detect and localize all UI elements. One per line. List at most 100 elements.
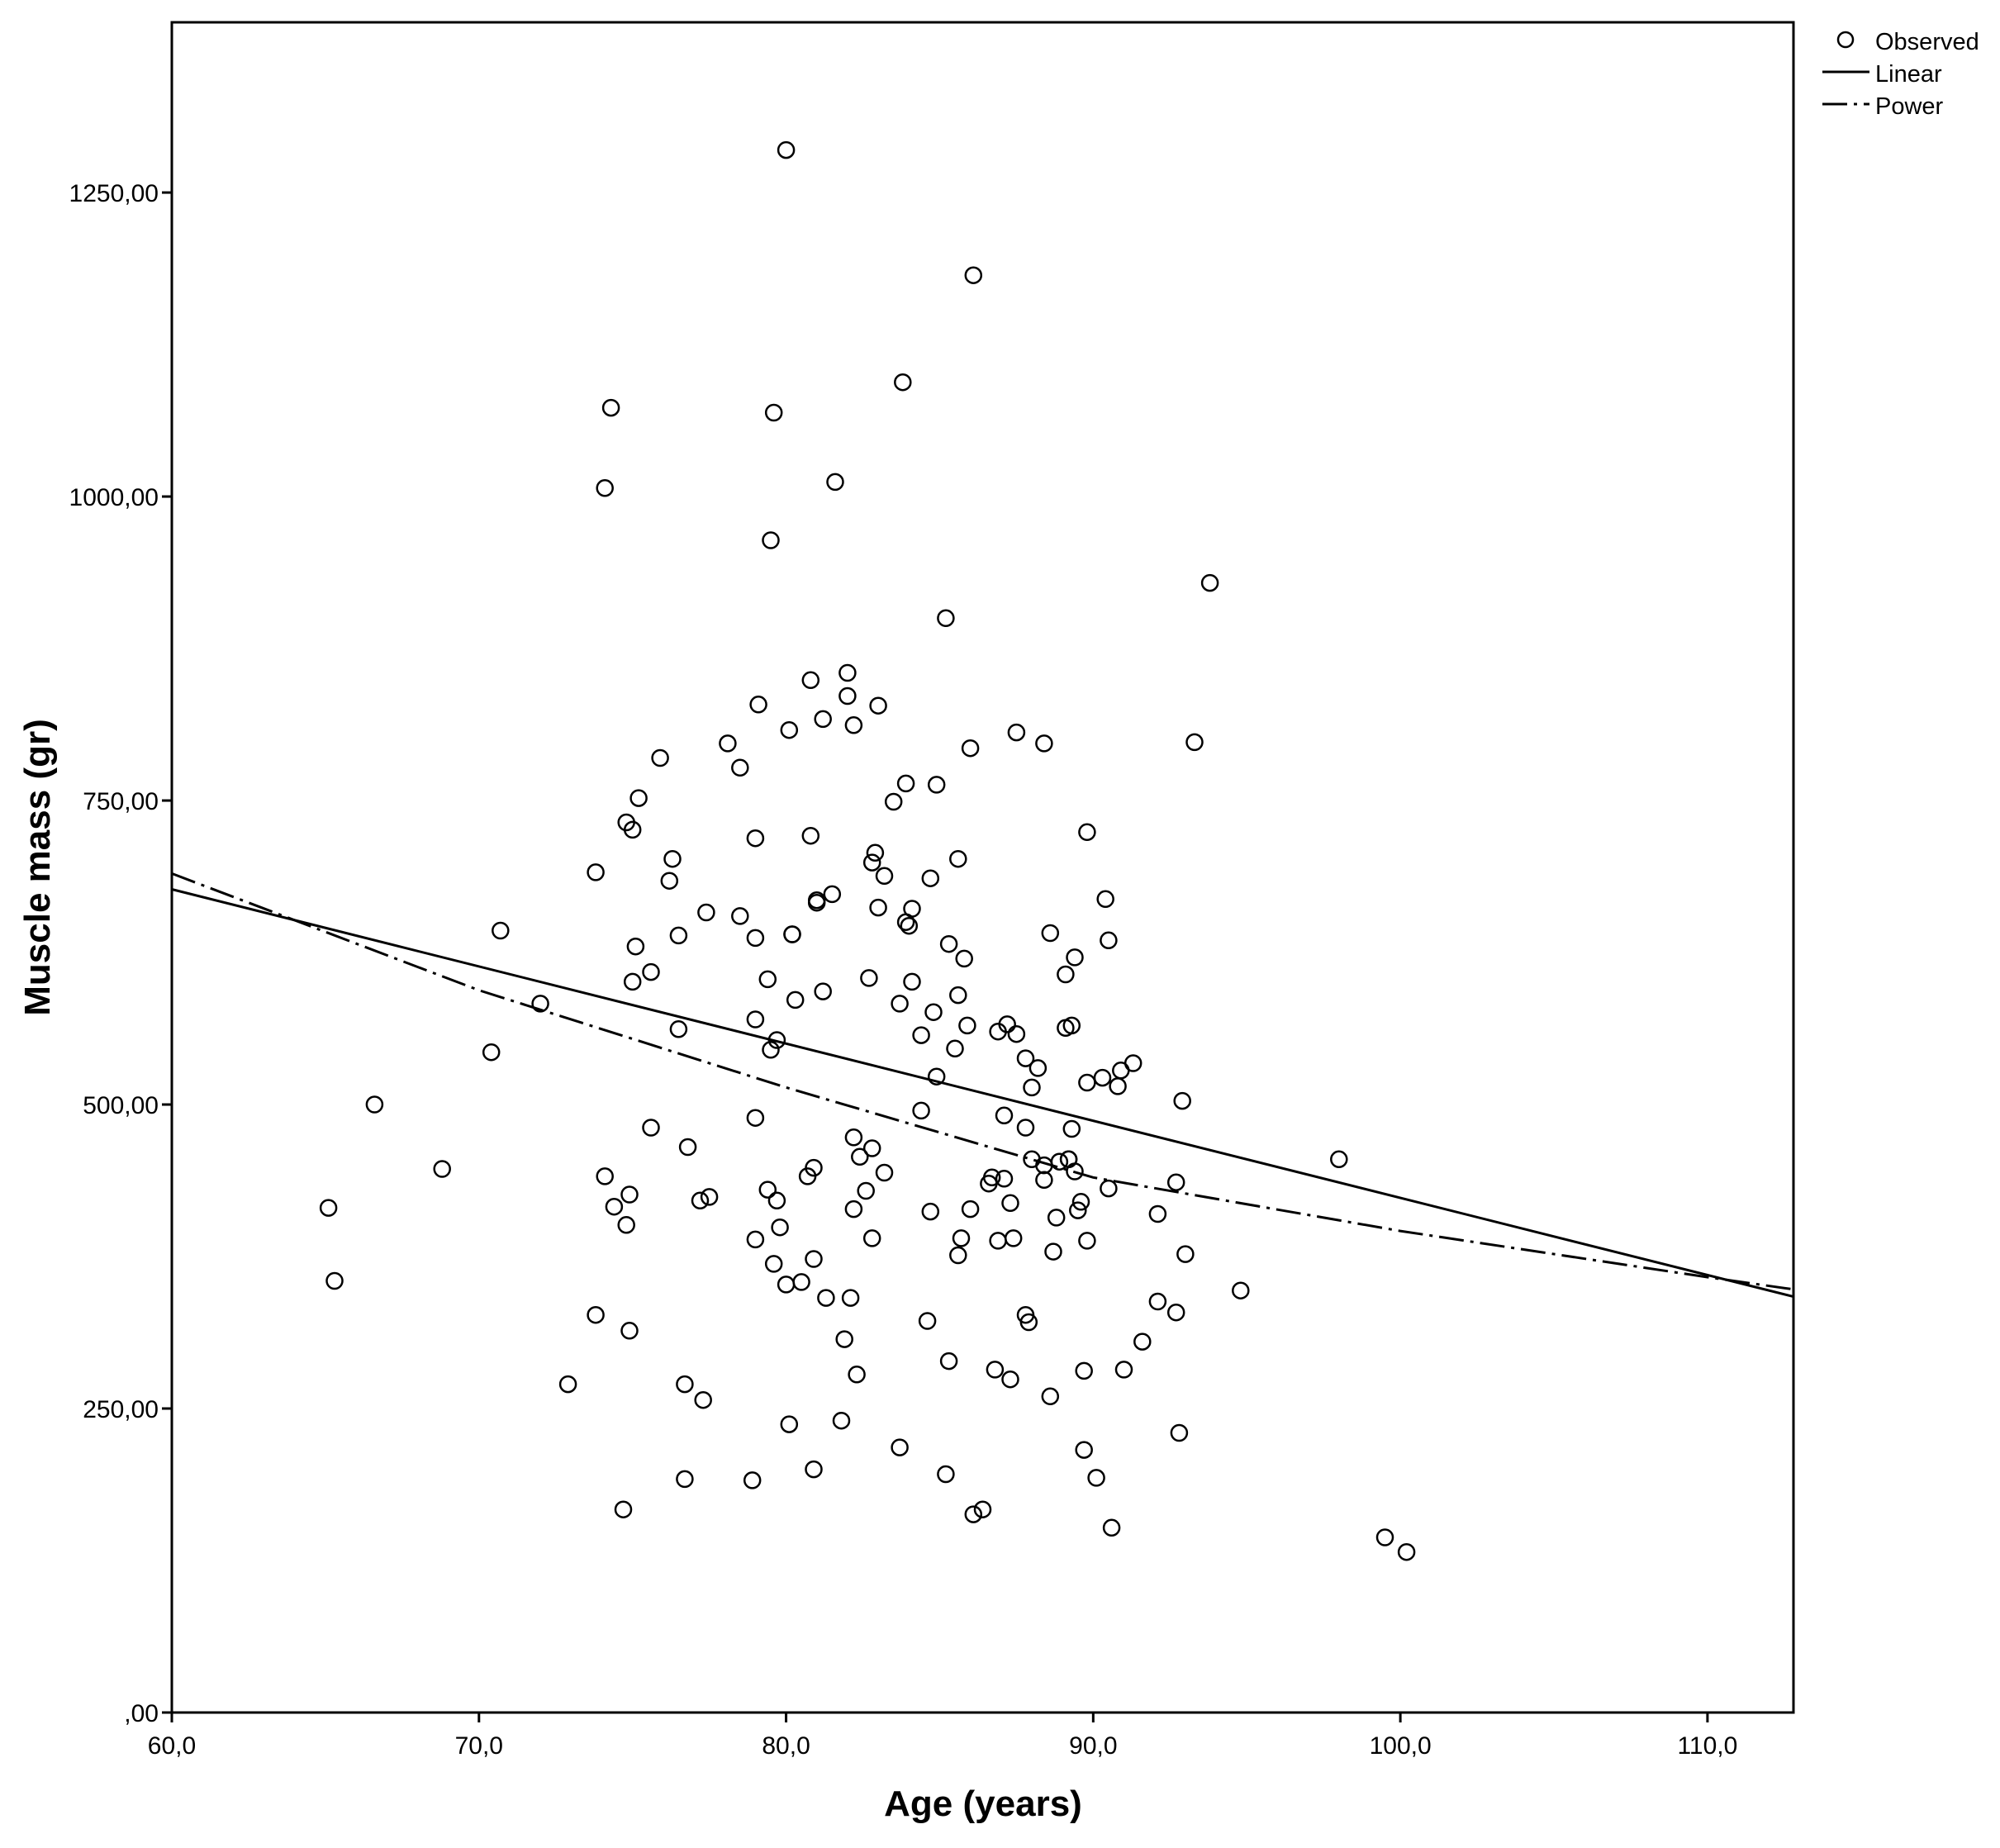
observed-point xyxy=(1059,1150,1078,1169)
observed-point xyxy=(1133,1333,1152,1351)
observed-point xyxy=(601,398,620,417)
observed-point xyxy=(626,937,645,956)
x-tick-label: 60,0 xyxy=(148,1732,196,1760)
observed-point xyxy=(1176,1245,1195,1263)
observed-point xyxy=(973,1500,992,1518)
observed-point xyxy=(1087,1469,1105,1487)
observed-point xyxy=(762,1041,780,1059)
observed-point xyxy=(746,929,765,948)
observed-point xyxy=(319,1199,338,1217)
observed-point xyxy=(1041,1387,1060,1406)
observed-point xyxy=(1007,1024,1026,1043)
y-axis-title: Muscle mass (gr) xyxy=(17,719,58,1015)
observed-point xyxy=(1093,1068,1112,1087)
observed-point xyxy=(939,934,958,953)
observed-point xyxy=(1075,1441,1093,1459)
observed-point xyxy=(746,1010,765,1029)
observed-point xyxy=(1029,1059,1048,1077)
y-axis: ,00 250,00 500,00 750,00 1000,00 1250,00 xyxy=(69,180,172,1727)
observed-point xyxy=(891,995,909,1013)
observed-point xyxy=(676,1375,694,1394)
observed-point xyxy=(623,820,642,839)
observed-point xyxy=(924,1003,943,1021)
observed-point xyxy=(814,982,832,1000)
observed-point xyxy=(1166,1303,1185,1322)
observed-point xyxy=(862,853,881,872)
observed-point xyxy=(596,479,614,497)
observed-point xyxy=(1047,1209,1066,1227)
observed-point xyxy=(777,1276,796,1294)
observed-point xyxy=(1232,1281,1250,1299)
observed-point xyxy=(694,1390,712,1409)
observed-point xyxy=(669,926,688,945)
observed-point xyxy=(862,1229,881,1247)
observed-point xyxy=(780,1415,799,1433)
observed-point xyxy=(1057,965,1075,984)
observed-point xyxy=(891,1438,909,1456)
observed-point xyxy=(731,907,749,925)
observed-point xyxy=(663,849,682,868)
observed-point xyxy=(921,1202,940,1221)
observed-point xyxy=(1148,1204,1167,1223)
observed-point xyxy=(1050,1152,1069,1171)
observed-point xyxy=(1007,723,1026,742)
observed-point xyxy=(900,916,919,935)
observed-point xyxy=(1173,1091,1191,1110)
observed-point xyxy=(642,1119,660,1137)
observed-point xyxy=(746,829,765,848)
observed-point xyxy=(777,140,796,159)
observed-point xyxy=(844,716,863,734)
legend-linear-label: Linear xyxy=(1875,61,1942,88)
observed-point xyxy=(678,1138,697,1157)
observed-point xyxy=(805,1158,823,1177)
observed-point xyxy=(1066,1162,1084,1181)
observed-point xyxy=(912,1101,930,1120)
observed-point xyxy=(762,531,780,549)
observed-point xyxy=(1066,948,1084,967)
observed-point xyxy=(1114,1361,1133,1379)
observed-point xyxy=(596,1167,614,1185)
observed-point xyxy=(912,1026,930,1044)
x-tick-label: 100,0 xyxy=(1370,1732,1432,1760)
observed-point xyxy=(937,609,955,628)
observed-point xyxy=(1062,1016,1081,1035)
observed-point xyxy=(989,1232,1007,1250)
observed-point xyxy=(857,1181,875,1200)
observed-point xyxy=(1016,1119,1035,1137)
observed-point xyxy=(964,1505,983,1523)
observed-point xyxy=(844,1128,863,1147)
power-fit-line xyxy=(171,872,1794,1291)
observed-point xyxy=(743,1471,762,1489)
observed-point xyxy=(433,1160,451,1178)
observed-point xyxy=(894,373,912,392)
observed-point xyxy=(614,1500,633,1518)
observed-point xyxy=(927,1067,946,1086)
observed-point xyxy=(961,1200,980,1219)
observed-point xyxy=(958,1016,976,1035)
observed-point xyxy=(927,776,946,794)
observed-point xyxy=(955,949,973,968)
observed-point xyxy=(937,1465,955,1484)
observed-point xyxy=(1019,1313,1038,1332)
observed-point xyxy=(946,1039,964,1058)
observed-point xyxy=(1096,890,1114,909)
y-tick-label: 1250,00 xyxy=(69,180,159,207)
observed-point xyxy=(325,1271,344,1290)
observed-point xyxy=(1102,1518,1121,1537)
legend: Observed Linear Power xyxy=(1822,29,1979,120)
observed-point xyxy=(1170,1423,1189,1442)
observed-point xyxy=(1109,1077,1127,1095)
legend-power-label: Power xyxy=(1875,93,1944,120)
observed-point xyxy=(1078,1232,1096,1250)
observed-point xyxy=(792,1273,810,1291)
observed-point xyxy=(823,885,842,904)
observed-point xyxy=(700,1188,719,1206)
observed-point xyxy=(805,1460,823,1479)
observed-point xyxy=(1375,1528,1394,1546)
observed-point xyxy=(1166,1173,1185,1191)
observed-point xyxy=(767,1191,786,1210)
y-tick-label: 500,00 xyxy=(83,1092,159,1119)
x-tick-label: 110,0 xyxy=(1677,1732,1737,1760)
observed-point xyxy=(764,1255,783,1273)
